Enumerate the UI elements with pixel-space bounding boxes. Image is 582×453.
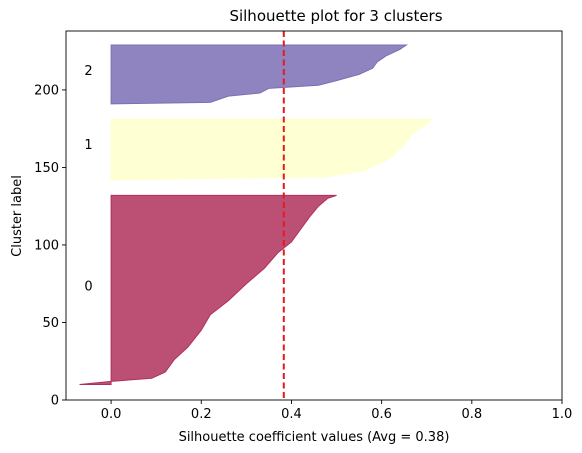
x-tick-label: 1.0: [552, 407, 573, 422]
cluster-1-silhouette: [110, 118, 433, 181]
y-axis-title: Cluster label: [10, 175, 25, 257]
cluster-2-label: 2: [84, 64, 92, 79]
x-axis: 0.0 0.2 0.4 0.6 0.8 1.0: [101, 400, 573, 422]
cluster-0-label: 0: [84, 279, 92, 294]
x-tick-label: 0.6: [371, 407, 392, 422]
cluster-1-label: 1: [84, 138, 92, 153]
x-axis-title: Silhouette coefficient values (Avg = 0.3…: [179, 430, 450, 445]
axes-frame: [65, 30, 563, 401]
y-tick-label: 150: [34, 161, 59, 176]
plot-area: 0 1 2: [79, 31, 433, 400]
chart-title: Silhouette plot for 3 clusters: [229, 7, 442, 25]
x-tick-label: 0.4: [281, 407, 302, 422]
y-tick-label: 100: [34, 238, 59, 253]
y-tick-label: 200: [34, 83, 59, 98]
x-tick-label: 0.2: [191, 407, 212, 422]
y-tick-label: 0: [51, 394, 59, 409]
y-axis: 0 50 100 150 200: [34, 83, 66, 409]
cluster-0-silhouette: [79, 194, 337, 385]
cluster-2-silhouette: [110, 44, 409, 105]
y-tick-label: 50: [42, 316, 59, 331]
x-tick-label: 0.0: [101, 407, 122, 422]
x-tick-label: 0.8: [461, 407, 482, 422]
